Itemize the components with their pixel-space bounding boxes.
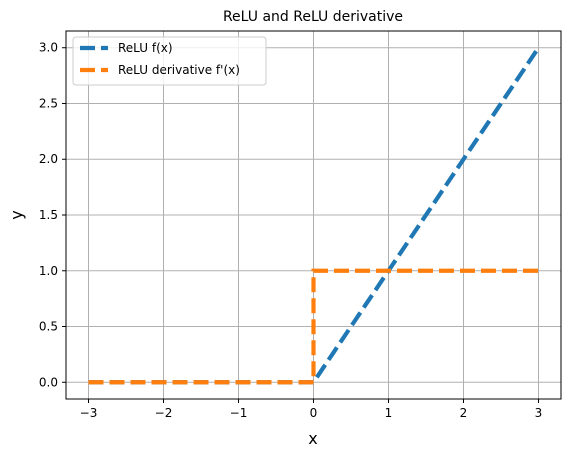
y-tick-label: 1.5 [39,208,58,222]
y-tick-label: 0.0 [39,375,58,389]
x-tick-label: 1 [385,406,393,420]
y-axis-label: y [7,210,26,219]
y-tick-label: 1.0 [39,264,58,278]
x-tick-label: 3 [535,406,543,420]
x-tick-label: −2 [155,406,173,420]
legend: ReLU f(x) ReLU derivative f'(x) [72,36,267,86]
y-tick-label: 2.0 [39,152,58,166]
ticks: −3 −2 −1 0 1 2 3 0.0 0.5 1.0 1.5 2.0 2.5 3.0 [39,41,542,420]
x-tick-label: −1 [230,406,248,420]
x-tick-label: 2 [460,406,468,420]
series-line-1 [88,268,539,385]
legend-label-1: ReLU derivative f'(x) [118,63,240,77]
x-tick-label: 0 [310,406,318,420]
legend-label-0: ReLU f(x) [118,41,173,55]
chart-title: ReLU and ReLU derivative [223,9,403,25]
legend-box [72,36,267,86]
series-layer [88,46,541,385]
y-tick-label: 3.0 [39,41,58,55]
x-axis-label: x [308,429,317,448]
y-tick-label: 0.5 [39,320,58,334]
y-tick-label: 2.5 [39,96,58,110]
x-tick-label: −3 [80,406,98,420]
